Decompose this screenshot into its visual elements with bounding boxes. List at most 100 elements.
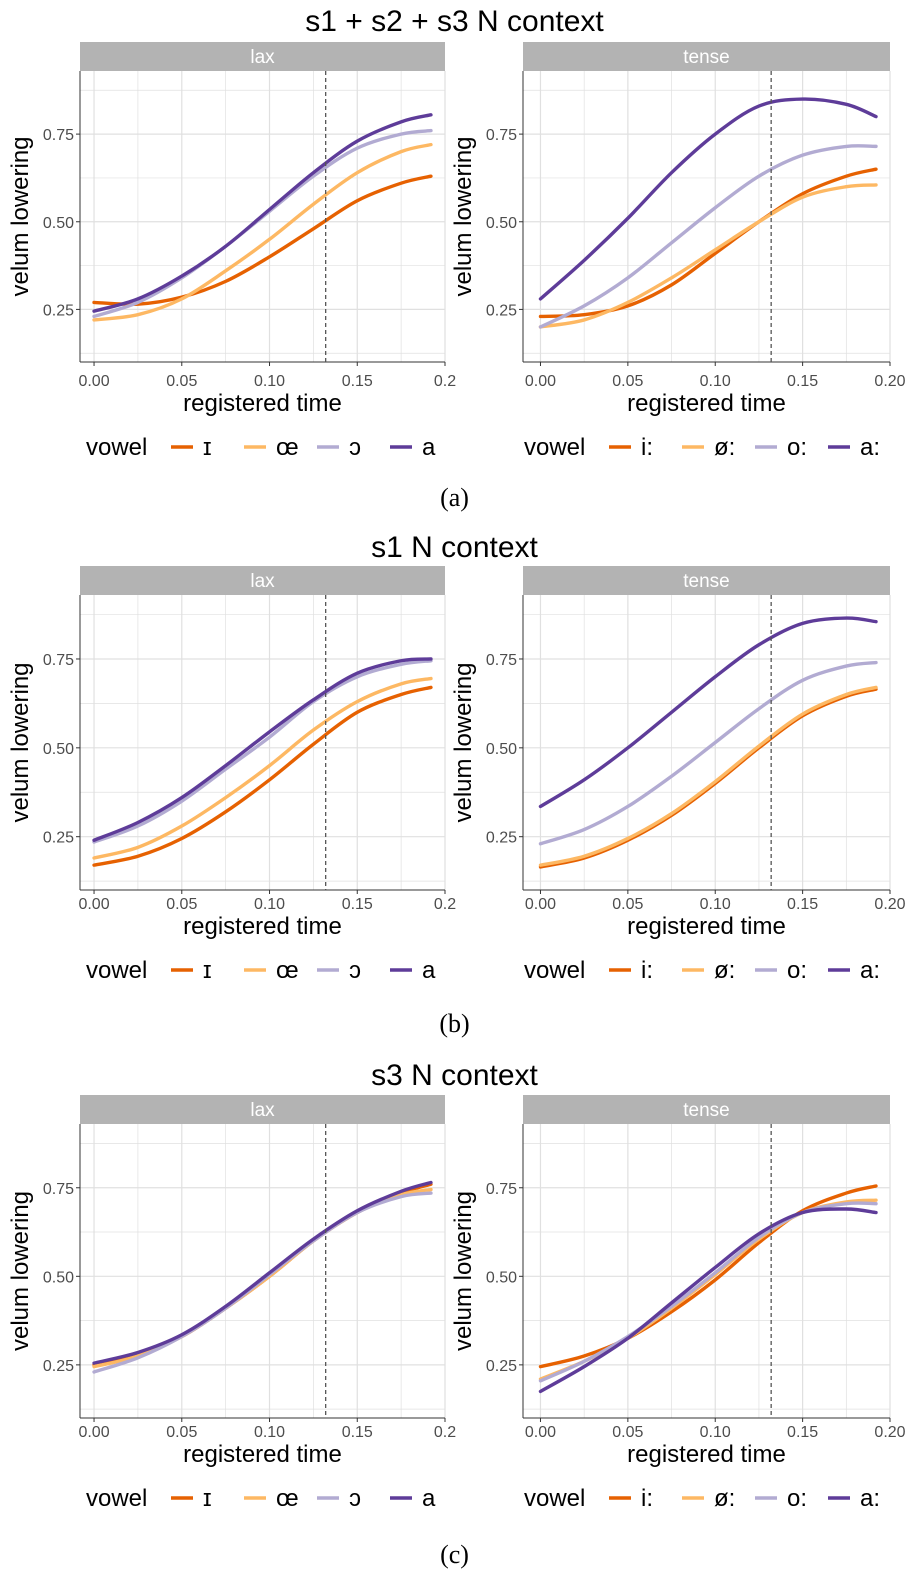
x-tick-label: 0.05 xyxy=(612,373,643,390)
x-axis-label: registered time xyxy=(183,1441,342,1468)
y-axis-label: velum lowering xyxy=(450,662,477,822)
legend-item-label: ɪ xyxy=(203,434,212,461)
legend-item-label: œ xyxy=(276,957,299,984)
plot-area xyxy=(523,595,890,890)
series-line-tense-4 xyxy=(538,97,878,301)
series-line-lax-2 xyxy=(92,676,433,860)
legend-item-label: ø: xyxy=(714,434,735,461)
legend-item-label: ɔ xyxy=(349,434,361,461)
x-tick-label: 0.00 xyxy=(78,896,109,913)
legend-item-label: o: xyxy=(787,434,807,461)
y-axis-label: velum lowering xyxy=(7,1191,34,1351)
x-axis-label: registered time xyxy=(183,390,342,417)
x-axis-label: registered time xyxy=(627,390,786,417)
x-tick-label: 0.20 xyxy=(874,1424,905,1441)
series-line-tense-4 xyxy=(538,1207,878,1394)
legend: vowel ɪ œ ɔ a xyxy=(86,957,436,984)
y-tick-label: 0.50 xyxy=(43,1269,74,1286)
x-tick-label: 0.05 xyxy=(166,896,197,913)
panel-strip xyxy=(523,1095,890,1124)
x-tick-label: 0.10 xyxy=(254,1424,285,1441)
legend-item-label: ɔ xyxy=(349,1485,361,1512)
legend-title: vowel xyxy=(524,957,585,984)
panel-tense: tense 0.00 0.05 0.10 0.15 0.20 0.25 0.50 0.75 reg… xyxy=(450,566,906,984)
strip-label: lax xyxy=(250,1100,275,1121)
panel-strip xyxy=(80,566,445,595)
y-tick-label: 0.50 xyxy=(486,741,517,758)
legend: vowel i: ø: o: a: xyxy=(524,957,880,984)
panel-strip xyxy=(523,42,890,71)
y-tick-label: 0.25 xyxy=(43,302,74,319)
legend-item-label: œ xyxy=(276,434,299,461)
x-tick-label: 0.15 xyxy=(787,896,818,913)
legend-title: vowel xyxy=(86,1485,147,1512)
chart-title: s3 N context xyxy=(371,1059,538,1092)
strip-label: tense xyxy=(683,1100,729,1121)
legend: vowel ɪ œ ɔ a xyxy=(86,1485,436,1512)
y-axis-label: velum lowering xyxy=(450,1191,477,1351)
strip-label: lax xyxy=(250,571,275,592)
series-line-tense-3 xyxy=(538,144,878,329)
series-line-tense-2 xyxy=(538,183,878,329)
y-tick-label: 0.75 xyxy=(486,1181,517,1198)
plot-area xyxy=(80,1124,445,1418)
y-tick-label: 0.75 xyxy=(43,652,74,669)
x-tick-label: 0.20 xyxy=(874,896,905,913)
legend-title: vowel xyxy=(524,434,585,461)
y-tick-label: 0.75 xyxy=(486,652,517,669)
legend-item-label: a: xyxy=(860,434,880,461)
legend-item-label: o: xyxy=(787,1485,807,1512)
series-line-tense-2 xyxy=(538,685,878,867)
x-tick-label: 0.2 xyxy=(434,896,456,913)
y-tick-label: 0.25 xyxy=(486,830,517,847)
panel-tense: tense 0.00 0.05 0.10 0.15 0.20 0.25 0.50 0.75 reg… xyxy=(450,42,906,461)
x-tick-label: 0.15 xyxy=(787,373,818,390)
x-tick-label: 0.05 xyxy=(166,373,197,390)
legend-item-label: ø: xyxy=(714,957,735,984)
strip-label: tense xyxy=(683,47,729,68)
legend-title: vowel xyxy=(86,957,147,984)
x-tick-label: 0.00 xyxy=(78,1424,109,1441)
series-line-tense-3 xyxy=(538,660,878,846)
legend-item-label: a: xyxy=(860,957,880,984)
series-line-lax-4 xyxy=(92,113,433,313)
figure-caption: (a) xyxy=(440,483,469,512)
x-tick-label: 0.05 xyxy=(166,1424,197,1441)
x-tick-label: 0.10 xyxy=(700,1424,731,1441)
x-tick-label: 0.00 xyxy=(525,1424,556,1441)
legend-item-label: o: xyxy=(787,957,807,984)
legend-item-label: a xyxy=(422,1485,436,1512)
y-tick-label: 0.25 xyxy=(486,1358,517,1375)
figure-caption: (c) xyxy=(440,1540,469,1569)
x-tick-label: 0.10 xyxy=(700,896,731,913)
y-tick-label: 0.25 xyxy=(43,830,74,847)
x-tick-label: 0.00 xyxy=(525,896,556,913)
x-tick-label: 0.00 xyxy=(78,373,109,390)
series-line-lax-2 xyxy=(92,142,433,322)
y-tick-label: 0.75 xyxy=(43,127,74,144)
x-tick-label: 0.2 xyxy=(434,373,456,390)
x-axis-label: registered time xyxy=(183,913,342,940)
x-tick-label: 0.05 xyxy=(612,896,643,913)
legend-item-label: a xyxy=(422,957,436,984)
series-line-lax-1 xyxy=(92,174,433,307)
legend: vowel i: ø: o: a: xyxy=(524,1485,880,1512)
legend-item-label: i: xyxy=(641,434,653,461)
y-tick-label: 0.25 xyxy=(43,1358,74,1375)
legend-item-label: ɪ xyxy=(203,957,212,984)
x-tick-label: 0.15 xyxy=(342,896,373,913)
legend-item-label: ɔ xyxy=(349,957,361,984)
series-line-lax-3 xyxy=(92,659,433,844)
panel-strip xyxy=(523,566,890,595)
series-line-tense-3 xyxy=(538,1201,878,1383)
series-line-lax-4 xyxy=(92,1180,433,1365)
panel-strip xyxy=(80,42,445,71)
panel-strip xyxy=(80,1095,445,1124)
legend-item-label: œ xyxy=(276,1485,299,1512)
y-axis-label: velum lowering xyxy=(7,136,34,296)
chart-title: s1 + s2 + s3 N context xyxy=(305,5,604,38)
legend-item-label: a xyxy=(422,434,436,461)
y-tick-label: 0.50 xyxy=(43,741,74,758)
strip-label: lax xyxy=(250,47,275,68)
